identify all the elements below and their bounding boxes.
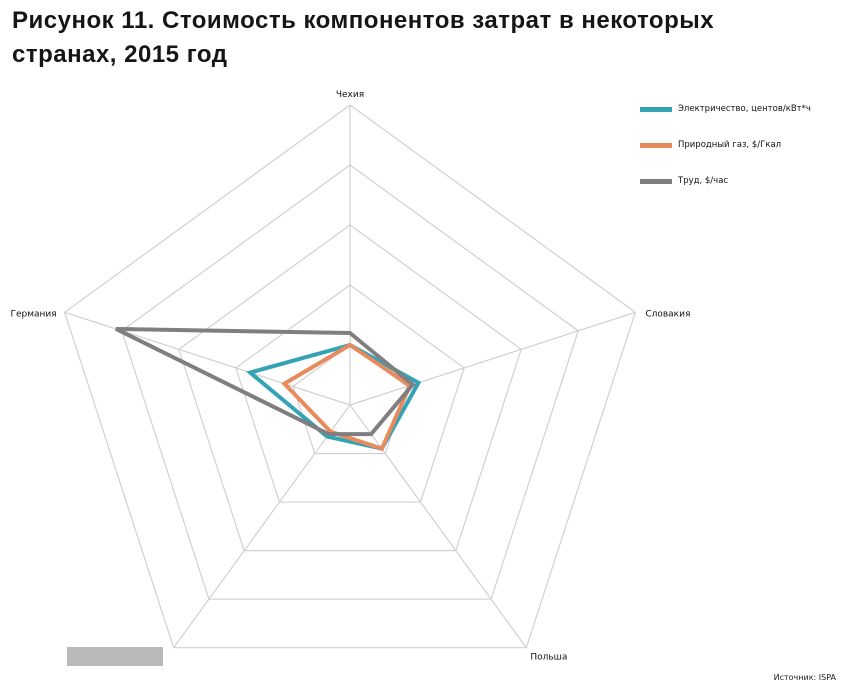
radar-grid xyxy=(63,104,637,649)
chart-title: Рисунок 11. Стоимость компонентов затрат… xyxy=(12,7,715,68)
grid-ring-2 xyxy=(235,284,465,503)
highlighted-axis-box xyxy=(67,647,163,666)
axis-label: Чехия xyxy=(336,90,364,100)
legend-label: Электричество, центов/кВт*ч xyxy=(678,104,811,114)
legend-swatch xyxy=(640,106,672,112)
axis-label: Словакия xyxy=(645,309,690,319)
source-note: Источник: ISPA xyxy=(773,673,836,682)
legend-label: Труд, $/час xyxy=(678,176,729,186)
grid-spoke xyxy=(349,404,527,649)
grid-spoke xyxy=(173,404,351,649)
legend-label: Природный газ, $/Гкал xyxy=(678,140,782,150)
axis-label: Польша xyxy=(530,653,567,663)
legend-item-electricity: Электричество, центов/кВт*ч xyxy=(640,91,840,127)
grid-ring-5 xyxy=(63,104,637,649)
series-line-0 xyxy=(245,342,422,451)
grid-spoke xyxy=(64,311,351,406)
grid-ring-4 xyxy=(121,164,579,600)
legend-item-gas: Природный газ, $/Гкал xyxy=(640,127,840,163)
radar-series xyxy=(115,326,422,452)
series-line-2 xyxy=(115,326,416,437)
series-line-1 xyxy=(281,342,413,452)
chart-legend: Электричество, центов/кВт*ч Природный га… xyxy=(640,91,840,199)
axis-label: Германия xyxy=(10,309,56,319)
legend-swatch xyxy=(640,142,672,148)
legend-item-labor: Труд, $/час xyxy=(640,163,840,199)
legend-swatch xyxy=(640,178,672,184)
grid-spoke xyxy=(349,311,636,406)
